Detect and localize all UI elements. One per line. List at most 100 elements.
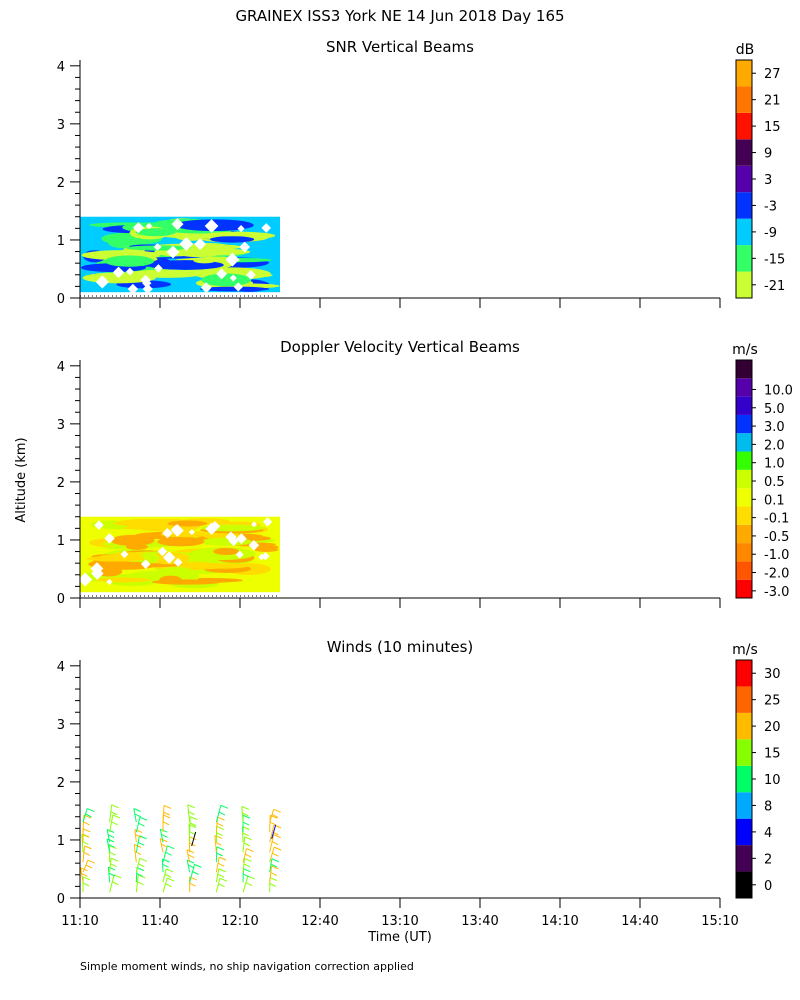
missing-data-gap: [235, 550, 244, 559]
panel-1: SNR Vertical Beams 0 1 2 3 4 dB -21 -15 -9 -3 3 9 15 2…: [57, 38, 785, 308]
wind-barb-flag: [113, 874, 122, 879]
wind-barb-flag: [217, 816, 225, 821]
colorbar-segment: [736, 86, 752, 113]
missing-data-gap: [188, 529, 195, 536]
wind-barb-field: [80, 804, 282, 893]
missing-data-gap: [250, 521, 258, 528]
missing-data-gap: [194, 238, 207, 251]
colorbar-label: 1.0: [764, 457, 785, 472]
colorbar-label: -1.0: [764, 548, 789, 563]
colorbar-label: 30: [764, 667, 781, 682]
wind-barb-flag: [241, 806, 250, 810]
wind-barb: [106, 829, 111, 843]
wind-barb-flag: [137, 841, 145, 846]
wind-barb: [109, 814, 114, 833]
heatmap-blob: [160, 531, 210, 538]
wind-barb-flag: [162, 814, 171, 819]
footnote: Simple moment winds, no ship navigation …: [80, 960, 414, 973]
wind-barb: [215, 857, 220, 873]
y-tick-label: 3: [57, 118, 65, 133]
wind-barb-flag: [242, 832, 249, 837]
colorbar-segment: [736, 488, 752, 507]
missing-data-gap: [236, 533, 247, 544]
wind-barb-flag: [219, 856, 227, 861]
y-tick-label: 2: [57, 476, 65, 491]
colorbar-segment: [736, 686, 752, 713]
missing-data-gap: [162, 551, 176, 564]
missing-data-gap: [237, 225, 245, 233]
wind-barb-flag: [189, 882, 196, 887]
y-tick-label: 1: [57, 534, 65, 549]
wind-barb-flag: [187, 854, 195, 859]
wind-barb: [191, 831, 197, 847]
wind-barb-flag: [272, 852, 279, 857]
wind-barb-flag: [186, 859, 195, 864]
colorbar-label: -21: [764, 279, 785, 294]
missing-data-gap: [173, 557, 183, 567]
wind-barb-flag: [271, 858, 280, 863]
wind-barb: [82, 860, 89, 873]
missing-data-gap: [91, 567, 104, 580]
heatmap-blob: [193, 257, 217, 264]
wind-barb-flag: [243, 842, 251, 847]
wind-barb: [109, 804, 113, 823]
wind-barb: [134, 829, 137, 843]
missing-data-gap: [200, 282, 212, 294]
panels: SNR Vertical Beams 0 1 2 3 4 dB -21 -15 -9 -3 3 9 15 2…: [57, 38, 793, 929]
missing-data-gap: [179, 237, 194, 251]
missing-data-gap: [261, 223, 272, 233]
x-tick-label: 11:40: [141, 914, 178, 929]
heatmap-blob: [135, 228, 176, 237]
colorbar-segment: [736, 660, 752, 687]
wind-barb: [106, 838, 111, 853]
wind-barb-flag: [83, 828, 91, 833]
colorbar-segment: [736, 139, 752, 166]
wind-barb: [135, 835, 140, 853]
wind-barb: [269, 815, 271, 833]
wind-barb-flag: [216, 825, 224, 830]
y-tick-label: 4: [57, 660, 65, 675]
y-tick-label: 0: [57, 292, 65, 307]
colorbar-label: -3.0: [764, 585, 789, 600]
colorbar-segment: [736, 396, 752, 415]
wind-barb: [269, 824, 275, 843]
colorbar-label: 2: [764, 852, 772, 867]
wind-barb-flag: [134, 813, 142, 818]
wind-barb-flag: [243, 868, 251, 873]
wind-barb: [269, 858, 273, 873]
colorbar-segment: [736, 451, 752, 470]
wind-barb-flag: [187, 804, 195, 809]
colorbar-segment: [736, 271, 752, 298]
colorbar-segment: [736, 506, 752, 525]
heatmap-blob: [195, 244, 242, 250]
missing-data-gap: [142, 283, 153, 295]
heatmap-blob: [167, 520, 208, 527]
wind-barb: [269, 809, 275, 823]
y-tick-label: 3: [57, 718, 65, 733]
y-tick-label: 2: [57, 776, 65, 791]
colorbar-label: 25: [764, 694, 781, 709]
wind-barb-flag: [243, 873, 250, 878]
wind-barb-flag: [270, 872, 278, 876]
colorbar-segment: [736, 765, 752, 793]
wind-barb-flag: [134, 829, 143, 833]
heatmap-blob: [178, 563, 250, 569]
y-tick-label: 4: [57, 60, 65, 75]
colorbar-label: 0: [764, 879, 772, 894]
colorbar-label: -0.5: [764, 530, 789, 545]
wind-barb: [162, 805, 165, 823]
colorbar-label: 8: [764, 799, 772, 814]
wind-barb-flag: [242, 826, 250, 830]
wind-barb-flag: [81, 873, 88, 877]
colorbar-segment: [736, 218, 752, 246]
wind-barb: [162, 877, 168, 893]
wind-barb-flag: [87, 859, 96, 864]
wind-barb-flag: [270, 863, 278, 868]
colorbar-segment: [736, 792, 752, 819]
heatmap-field: [78, 516, 280, 597]
colorbar-label: 2.0: [764, 438, 785, 453]
wind-barb-flag: [164, 873, 172, 878]
wind-barb-flag: [271, 865, 279, 870]
colorbar-label: 3.0: [764, 420, 785, 435]
wind-barb-flag: [162, 863, 169, 868]
